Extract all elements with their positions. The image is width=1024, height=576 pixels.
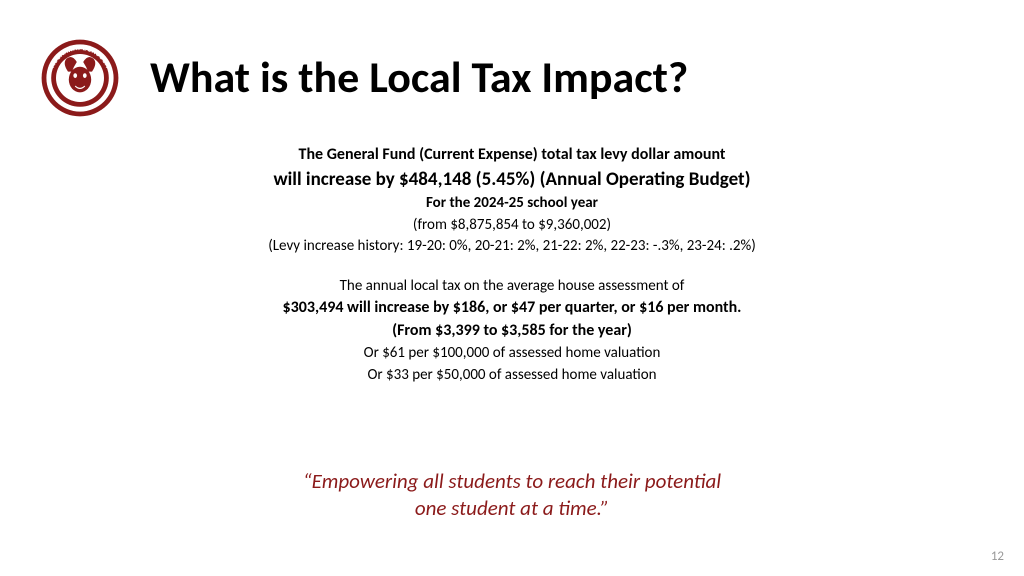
slide-body: The General Fund (Current Expense) total…	[0, 145, 1024, 387]
tagline-line1: “Empowering all students to reach their …	[0, 468, 1024, 495]
s2-line4: Or $61 per $100,000 of assessed home val…	[0, 344, 1024, 364]
tagline: “Empowering all students to reach their …	[0, 468, 1024, 523]
s1-line1: The General Fund (Current Expense) total…	[0, 145, 1024, 166]
slide-title: What is the Local Tax Impact?	[150, 50, 688, 104]
s2-line3: (From $3,399 to $3,585 for the year)	[0, 321, 1024, 342]
s2-line1: The annual local tax on the average hous…	[0, 277, 1024, 297]
slide: ROCKAWAY BOROUGH SCHOOLS What is the Loc…	[0, 0, 1024, 576]
tagline-line2: one student at a time.”	[0, 495, 1024, 522]
s1-line5: (Levy increase history: 19-20: 0%, 20-21…	[0, 237, 1024, 257]
s2-line5: Or $33 per $50,000 of assessed home valu…	[0, 366, 1024, 386]
page-number: 12	[991, 549, 1004, 564]
school-logo: ROCKAWAY BOROUGH SCHOOLS	[40, 38, 120, 123]
ram-logo-icon: ROCKAWAY BOROUGH SCHOOLS	[40, 38, 120, 118]
s1-line2: will increase by $484,148 (5.45%) (Annua…	[0, 168, 1024, 193]
s1-line4: (from $8,875,854 to $9,360,002)	[0, 216, 1024, 236]
spacer	[0, 259, 1024, 277]
s2-line2: $303,494 will increase by $186, or $47 p…	[0, 298, 1024, 319]
s1-line3: For the 2024-25 school year	[0, 194, 1024, 214]
